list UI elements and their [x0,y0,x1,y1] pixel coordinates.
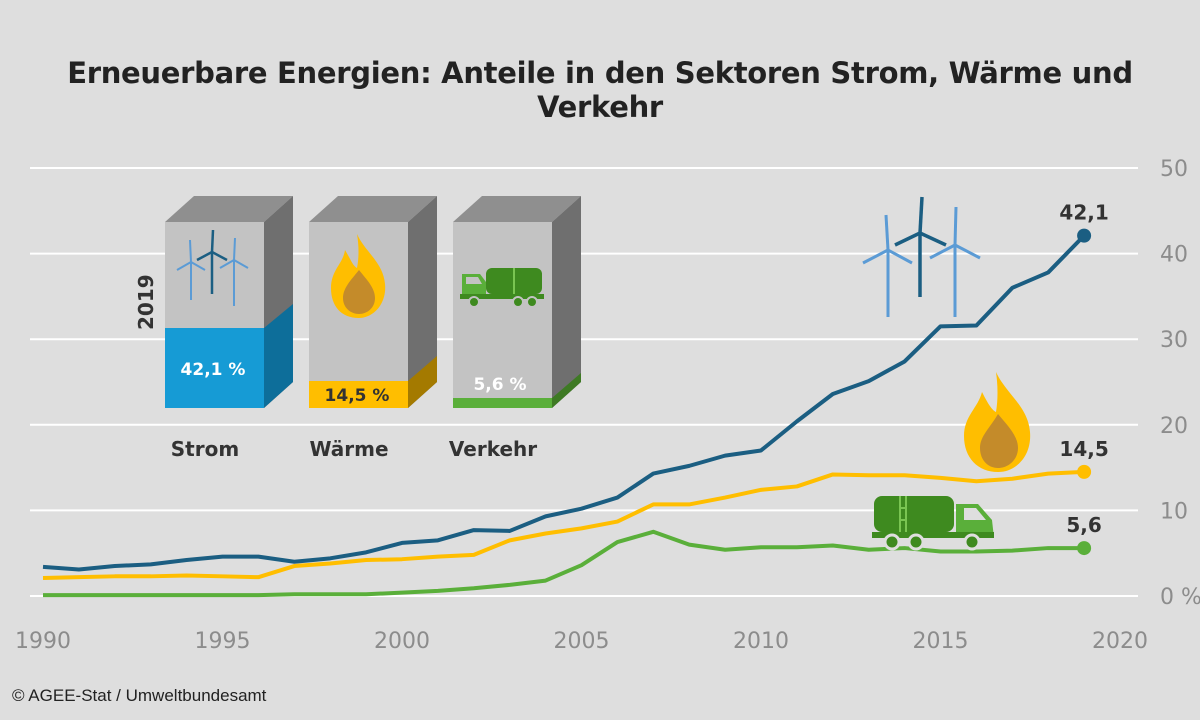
credit-text: © AGEE-Stat / Umweltbundesamt [12,686,267,705]
sector-label-verkehr: Verkehr [449,437,537,461]
inset-year: 2019 [134,274,158,330]
series-line-verkehr [43,529,1085,598]
flame-small-icon [331,234,386,318]
x-tick-label: 2005 [554,629,610,654]
inset-label-strom: 42,1 % [181,360,246,380]
y-axis: 0 % 10 20 30 40 50 [1160,157,1200,610]
series-lines [42,234,1086,598]
truck-icon [872,496,994,551]
x-tick-label: 2000 [374,629,430,654]
x-tick-label: 2010 [733,629,789,654]
flame-icon [964,372,1031,472]
series-endpoints: 42,1 14,5 5,6 [1059,201,1109,556]
x-tick-label: 1995 [195,629,251,654]
inset-box-verkehr: 5,6 % [453,196,581,408]
inset-box-waerme: 14,5 % [309,196,437,408]
series-endpoint [1077,464,1092,479]
y-tick-label: 40 [1160,243,1188,268]
x-tick-label: 2015 [913,629,969,654]
y-tick-label: 30 [1160,328,1188,353]
sector-label-strom: Strom [171,437,239,461]
x-axis: 1990 1995 2000 2005 2010 2015 2020 [15,629,1148,654]
y-tick-label: 0 % [1160,585,1200,610]
inset-label-waerme: 14,5 % [325,386,390,406]
chart-title: Erneuerbare Energien: Anteile in den Sek… [67,56,1133,124]
series-end-label: 14,5 [1059,437,1108,461]
inset-2019-bars: 2019 42,1 % [134,196,581,461]
series-line-wärme [42,469,1085,581]
series-line-strom [42,234,1086,572]
y-tick-label: 20 [1160,414,1188,439]
truck-small-icon [460,268,544,308]
x-tick-label: 1990 [15,629,71,654]
y-tick-label: 50 [1160,157,1188,182]
x-tick-label: 2020 [1092,629,1148,654]
series-endpoint [1077,228,1092,243]
y-tick-label: 10 [1160,499,1188,524]
wind-turbine-icon [862,196,981,317]
series-endpoint [1077,541,1092,556]
inset-box-strom: 42,1 % [165,196,293,408]
series-end-label: 5,6 [1066,513,1101,537]
sector-label-waerme: Wärme [309,437,388,461]
series-end-label: 42,1 [1059,201,1108,225]
wind-turbine-small-icon [176,229,249,306]
inset-label-verkehr: 5,6 % [473,375,526,395]
